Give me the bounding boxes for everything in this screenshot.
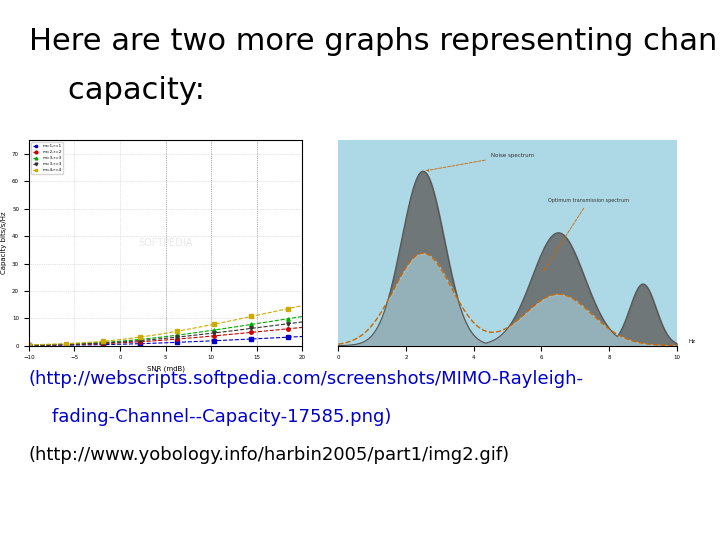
Legend: m=1,r=1, m=2,r=2, m=3,r=3, m=3,r=3, m=4,r=4: m=1,r=1, m=2,r=2, m=3,r=3, m=3,r=3, m=4,… [31,143,63,174]
Text: Noise spectrum: Noise spectrum [427,153,534,171]
Y-axis label: Capacity bits/s/Hz: Capacity bits/s/Hz [1,212,6,274]
X-axis label: SNR (mdB): SNR (mdB) [147,366,184,373]
Text: SOFTPEDIA: SOFTPEDIA [138,238,193,248]
Text: fading-Channel--Capacity-17585.png): fading-Channel--Capacity-17585.png) [29,408,391,426]
Text: Optimum transmission spectrum: Optimum transmission spectrum [544,198,629,271]
Text: Here are two more graphs representing channel: Here are two more graphs representing ch… [29,27,720,56]
Text: Hz: Hz [688,339,696,344]
Text: capacity:: capacity: [29,76,204,105]
Text: (http://webscripts.softpedia.com/screenshots/MIMO-Rayleigh-: (http://webscripts.softpedia.com/screens… [29,370,584,388]
Text: (http://www.yobology.info/harbin2005/part1/img2.gif): (http://www.yobology.info/harbin2005/par… [29,446,510,463]
